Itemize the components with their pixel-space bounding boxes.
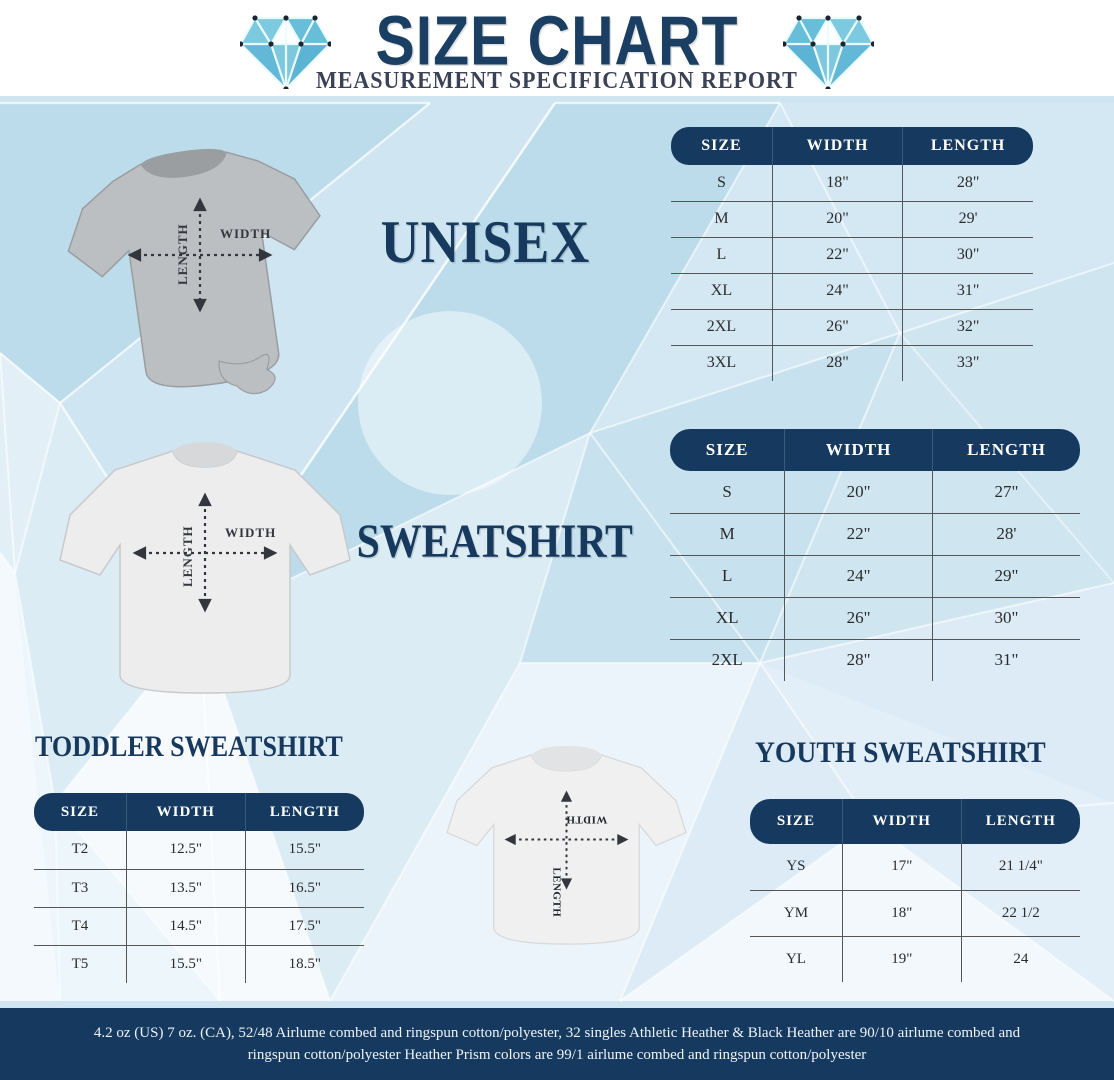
svg-text:WIDTH: WIDTH [566,814,607,826]
svg-text:WIDTH: WIDTH [220,226,271,241]
svg-text:LENGTH: LENGTH [175,223,190,285]
svg-text:LENGTH: LENGTH [180,525,195,587]
svg-text:WIDTH: WIDTH [225,525,276,540]
svg-text:LENGTH: LENGTH [551,867,563,917]
